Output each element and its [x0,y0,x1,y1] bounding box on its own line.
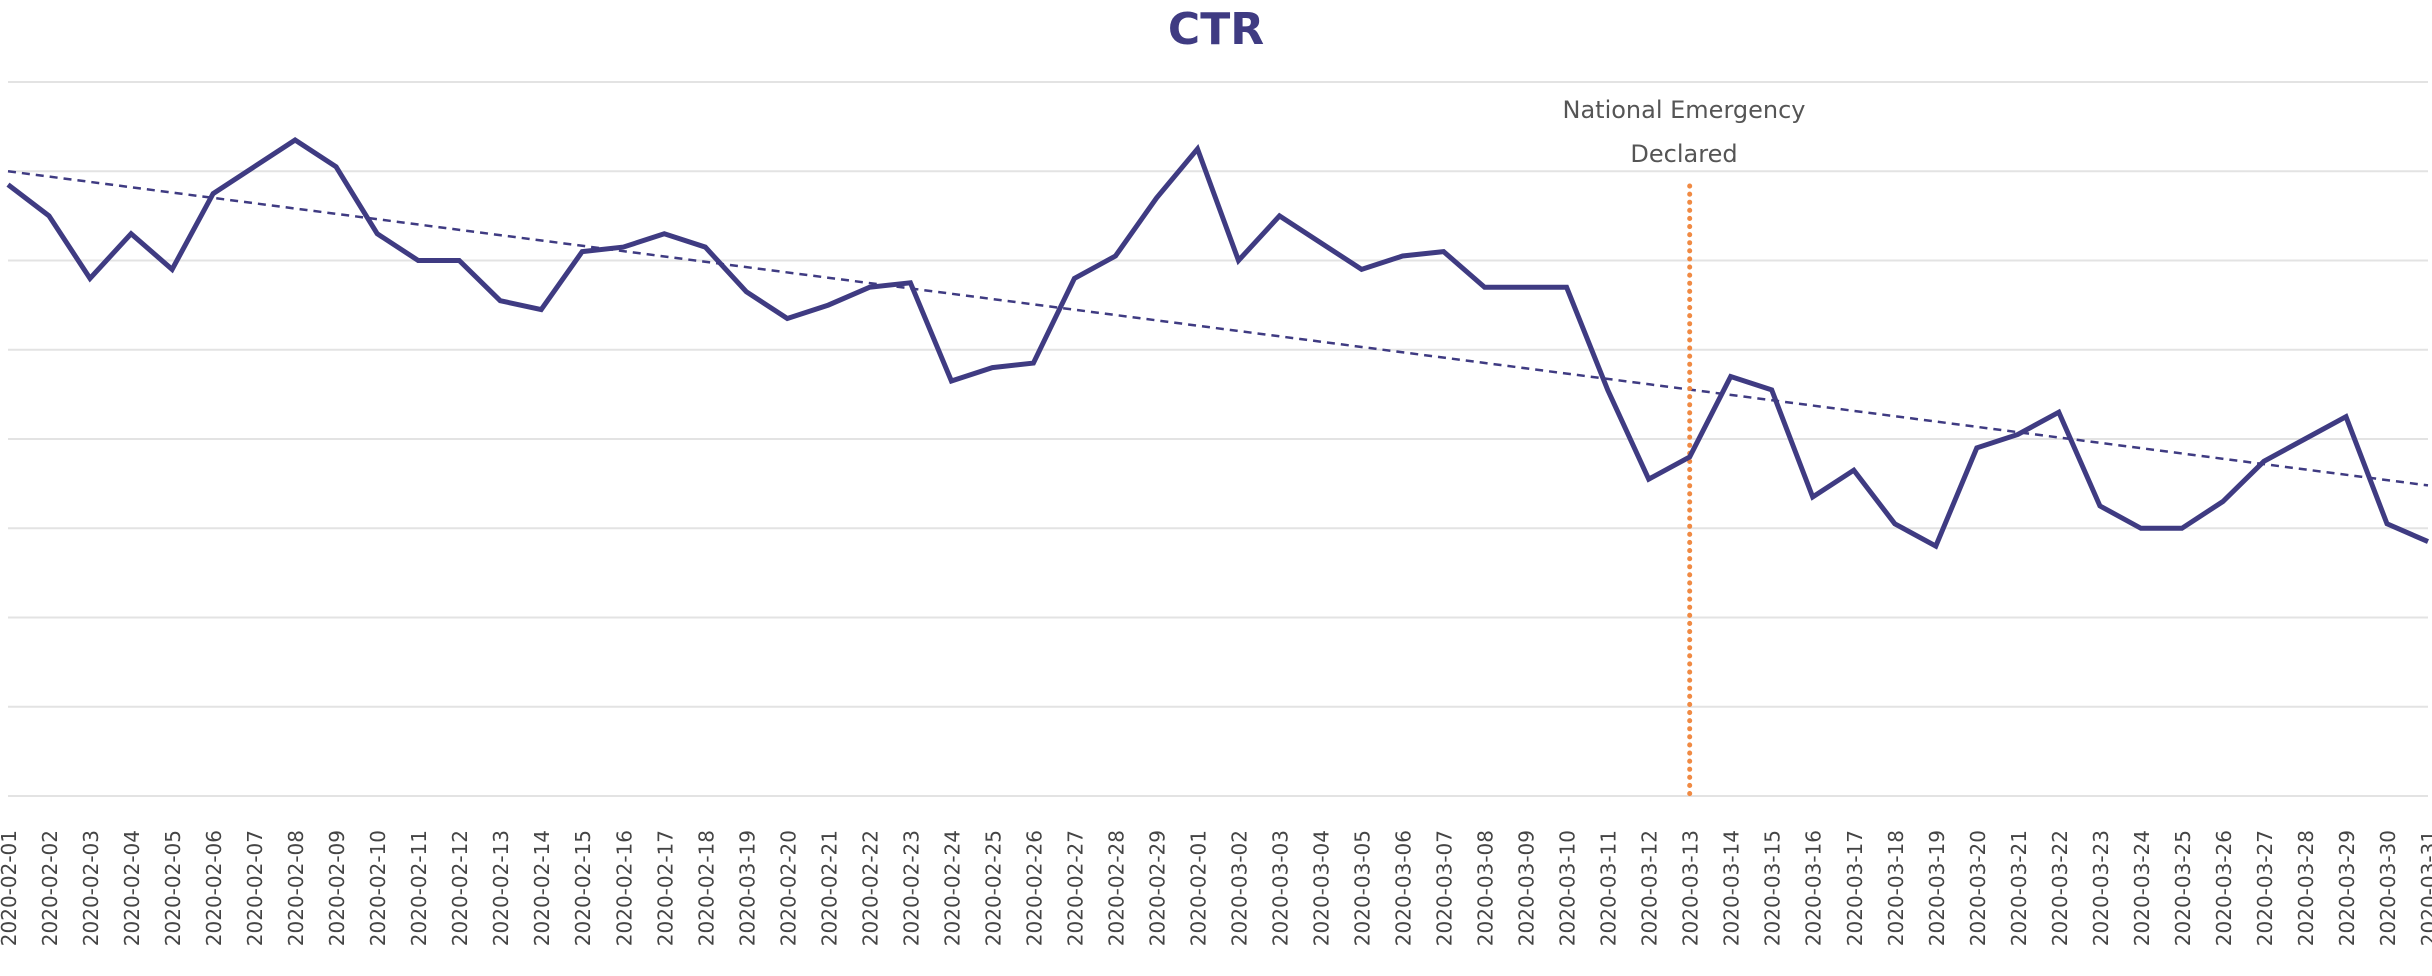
x-tick-label: 2020-02-27 [1063,830,1087,946]
x-tick-label: 2020-03-10 [1556,830,1580,946]
x-tick-label: 2020-03-24 [2130,830,2154,946]
x-tick-label: 2020-02-16 [612,830,636,946]
x-tick-label: 2020-03-28 [2294,830,2318,946]
series-line [6,137,2429,550]
x-tick-label: 2020-03-11 [1597,830,1621,946]
x-tick-labels: 2020-02-01 2020-02-02 2020-02-03 2020-02-04… [0,830,2432,946]
x-tick-label: 2020-03-26 [2212,830,2236,946]
x-tick-label: 2020-02-01 [0,830,21,946]
x-tick-label: 2020-02-05 [161,830,185,946]
event-annotation-line-2: Declared [1630,140,1738,168]
x-tick-label: 2020-02-18 [694,830,718,946]
x-tick-label: 2020-02-01 [1187,830,1211,946]
x-tick-label: 2020-03-27 [2253,830,2277,946]
x-tick-label: 2020-03-07 [1433,830,1457,946]
x-tick-label: 2020-03-20 [1966,830,1990,946]
event-annotation-line-1: National Emergency [1562,96,1806,124]
x-tick-label: 2020-02-12 [448,830,472,946]
x-tick-label: 2020-03-30 [2376,830,2400,946]
x-tick-label: 2020-03-19 [1925,830,1949,946]
x-tick-label: 2020-02-08 [284,830,308,946]
x-tick-label: 2020-03-18 [1884,830,1908,946]
event-annotation-label: National Emergency Declared [1484,88,1884,176]
chart-title: CTR [1167,4,1265,55]
x-tick-label: 2020-03-15 [1761,830,1785,946]
x-tick-label: 2020-02-09 [325,830,349,946]
x-tick-label: 2020-03-13 [1679,830,1703,946]
x-tick-label: 2020-02-21 [817,830,841,946]
x-tick-label: 2020-03-08 [1474,830,1498,946]
x-tick-label: 2020-03-16 [1802,830,1826,946]
x-tick-label: 2020-03-21 [2007,830,2031,946]
x-tick-label: 2020-02-10 [366,830,390,946]
x-tick-label: 2020-03-31 [2417,830,2432,946]
gridlines [8,81,2428,797]
series-group [6,137,2429,550]
x-tick-label: 2020-02-06 [202,830,226,946]
x-tick-label: 2020-02-29 [1146,830,1170,946]
x-tick-label: 2020-02-25 [981,830,1005,946]
x-tick-label: 2020-03-17 [1843,830,1867,946]
x-tick-label: 2020-02-24 [940,830,964,946]
x-tick-label: 2020-02-23 [899,830,923,946]
x-tick-label: 2020-03-19 [735,830,759,946]
x-tick-label: 2020-03-02 [1228,830,1252,946]
x-tick-label: 2020-02-13 [489,830,513,946]
x-tick-label: 2020-02-07 [243,830,267,946]
x-tick-label: 2020-03-09 [1515,830,1539,946]
x-tick-label: 2020-03-14 [1720,830,1744,946]
x-tick-label: 2020-02-26 [1022,830,1046,946]
x-tick-label: 2020-03-05 [1351,830,1375,946]
x-tick-label: 2020-02-22 [858,830,882,946]
x-tick-label: 2020-02-02 [38,830,62,946]
x-tick-label: 2020-03-25 [2171,830,2195,946]
x-tick-label: 2020-02-04 [120,830,144,946]
x-tick-label: 2020-03-03 [1269,830,1293,946]
x-tick-label: 2020-02-17 [653,830,677,946]
x-tick-label: 2020-02-20 [776,830,800,946]
x-tick-label: 2020-02-11 [407,830,431,946]
x-tick-label: 2020-03-04 [1310,830,1334,946]
x-tick-label: 2020-02-14 [530,830,554,946]
x-tick-label: 2020-02-15 [571,830,595,946]
x-tick-label: 2020-03-22 [2048,830,2072,946]
x-tick-label: 2020-03-12 [1638,830,1662,946]
x-tick-label: 2020-02-28 [1105,830,1129,946]
x-tick-label: 2020-03-06 [1392,830,1416,946]
x-tick-label: 2020-02-03 [79,830,103,946]
x-tick-label: 2020-03-23 [2089,830,2113,946]
x-tick-label: 2020-03-29 [2335,830,2359,946]
